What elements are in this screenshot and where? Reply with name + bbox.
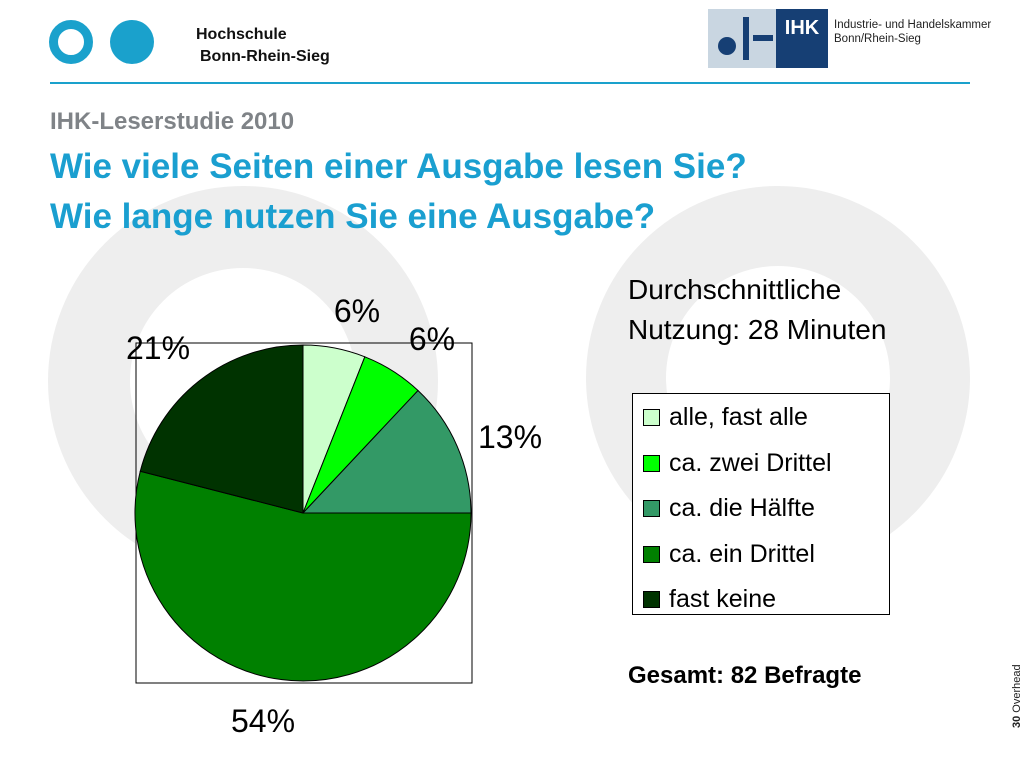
pie-slice-label: 13% [478,419,542,455]
legend-label: ca. ein Drittel [669,539,815,568]
university-logo-dot [110,20,154,64]
page-number: 30 [1011,715,1023,728]
pie-slice-label: 6% [409,321,455,357]
pie-labels: 6% 6% 13% 54% 21% [126,293,542,739]
pie-slice-label: 6% [334,293,380,329]
pie-slice [134,470,472,682]
university-name: Hochschule Bonn-Rhein-Sieg [196,24,330,68]
pie-slice-label: 21% [126,330,190,366]
average-usage-line2: Nutzung: 28 Minuten [628,314,887,345]
pie-slice [139,344,304,514]
page-footer: 30 Overhead [1011,664,1023,728]
university-name-line2: Bonn-Rhein-Sieg [200,48,330,65]
legend-swatch [643,545,660,563]
pie-slice-label: 54% [231,703,295,739]
pie-slices [134,344,472,682]
university-logo-ring [49,20,93,64]
legend-label: alle, fast alle [669,403,808,431]
header-divider [50,82,970,84]
legend-swatch [643,454,660,472]
legend-swatch [643,591,660,608]
footer-label: Overhead [1011,664,1023,713]
ihk-logo-dot [718,37,736,55]
legend-swatch [643,409,660,426]
ihk-name-line1: Industrie- und Handelskammer [834,19,992,31]
legend-swatch [643,500,660,517]
page-title-line1: Wie viele Seiten einer Ausgabe lesen Sie… [50,147,747,186]
page-title-line2: Wie lange nutzen Sie eine Ausgabe? [50,197,656,236]
ihk-logo: IHK [708,9,828,68]
average-usage-line1: Durchschnittliche [628,274,842,305]
study-title: IHK-Leserstudie 2010 [50,108,295,135]
legend-label: ca. zwei Drittel [669,448,832,477]
university-name-line1: Hochschule [196,26,287,43]
ihk-name-line2: Bonn/Rhein-Sieg [834,33,921,45]
ihk-logo-bar-horizontal [753,35,773,41]
page-title: Wie viele Seiten einer Ausgabe lesen Sie… [50,142,747,242]
pie-slice [301,389,472,514]
legend-label: ca. die Hälfte [669,494,815,522]
ihk-logo-text: IHK [776,9,828,68]
total-respondents: Gesamt: 82 Befragte [628,662,862,689]
ihk-logo-bar-vertical [743,17,749,60]
ihk-name: Industrie- und Handelskammer Bonn/Rhein-… [834,18,991,46]
average-usage-text: Durchschnittliche Nutzung: 28 Minuten [628,270,886,350]
chart-legend: alle, fast alle ca. zwei Drittel ca. die H… [632,393,890,615]
legend-label: fast keine [669,585,777,613]
